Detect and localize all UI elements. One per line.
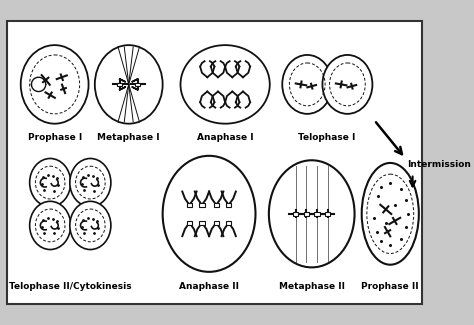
Bar <box>117 83 122 86</box>
Bar <box>199 221 205 225</box>
Ellipse shape <box>21 45 89 124</box>
Text: Prophase I: Prophase I <box>27 134 82 142</box>
Bar <box>135 83 140 86</box>
Text: Anaphase II: Anaphase II <box>179 282 239 291</box>
Ellipse shape <box>70 201 111 250</box>
Ellipse shape <box>322 55 373 114</box>
Text: Prophase II: Prophase II <box>362 282 419 291</box>
Ellipse shape <box>163 156 255 272</box>
FancyBboxPatch shape <box>7 21 422 304</box>
Bar <box>226 221 231 225</box>
Text: Metaphase II: Metaphase II <box>279 282 345 291</box>
Bar <box>325 212 330 215</box>
Ellipse shape <box>362 163 419 265</box>
Bar <box>187 203 192 207</box>
Ellipse shape <box>269 160 355 267</box>
Bar <box>213 203 219 207</box>
Bar <box>226 203 231 207</box>
Bar <box>304 212 309 215</box>
Bar <box>213 221 219 225</box>
Bar <box>293 212 298 215</box>
Bar <box>199 203 205 207</box>
Ellipse shape <box>70 159 111 207</box>
Ellipse shape <box>282 55 332 114</box>
Text: Telophase II/Cytokinesis: Telophase II/Cytokinesis <box>9 282 132 291</box>
Bar <box>314 212 320 215</box>
Text: Metaphase I: Metaphase I <box>98 134 160 142</box>
Text: Anaphase I: Anaphase I <box>197 134 254 142</box>
Text: Telophase I: Telophase I <box>298 134 356 142</box>
Ellipse shape <box>181 45 270 124</box>
Ellipse shape <box>95 45 163 124</box>
Text: Intermission: Intermission <box>407 160 471 169</box>
Ellipse shape <box>30 201 71 250</box>
Bar <box>187 221 192 225</box>
Ellipse shape <box>30 159 71 207</box>
